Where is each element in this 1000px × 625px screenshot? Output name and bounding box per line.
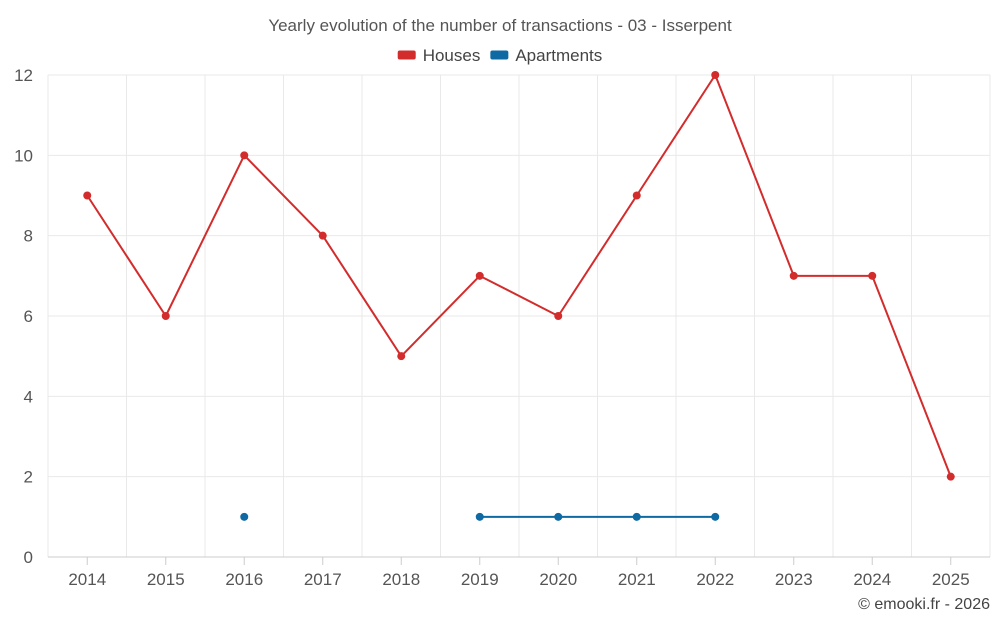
legend: Houses Apartments: [397, 46, 602, 65]
x-tick-label: 2022: [696, 570, 734, 589]
apartments-point[interactable]: [554, 512, 563, 521]
series-layer: [83, 71, 955, 521]
houses-point[interactable]: [240, 151, 249, 160]
legend-swatch: [490, 50, 509, 60]
legend-label: Apartments: [515, 46, 602, 65]
houses-point[interactable]: [789, 271, 798, 280]
series-apartments: [240, 512, 720, 521]
legend-item-apartments[interactable]: Apartments: [490, 46, 602, 65]
x-tick-label: 2015: [147, 570, 185, 589]
houses-point[interactable]: [318, 231, 327, 240]
legend-swatch: [397, 50, 416, 60]
x-axis: 2014 2015 2016 2017 2018 2019 2020 2021 2022 2023…: [48, 556, 990, 589]
x-tick-label: 2025: [932, 570, 970, 589]
legend-label: Houses: [423, 46, 481, 65]
grid: [47, 74, 991, 557]
x-tick-label: 2021: [618, 570, 656, 589]
apartments-point[interactable]: [632, 512, 641, 521]
x-tick-label: 2019: [461, 570, 499, 589]
y-tick-label: 6: [24, 307, 33, 326]
houses-point[interactable]: [632, 191, 641, 200]
x-tick-label: 2018: [382, 570, 420, 589]
houses-point[interactable]: [161, 312, 170, 320]
houses-point[interactable]: [83, 191, 92, 200]
x-tick-label: 2020: [539, 570, 577, 589]
x-tick-label: 2023: [775, 570, 813, 589]
series-houses: [83, 71, 955, 481]
houses-point[interactable]: [946, 472, 955, 481]
houses-point[interactable]: [554, 312, 563, 320]
apartments-point[interactable]: [240, 512, 249, 521]
y-tick-label: 0: [24, 548, 33, 567]
x-tick-label: 2016: [225, 570, 263, 589]
chart-title: Yearly evolution of the number of transa…: [268, 16, 732, 35]
y-tick-label: 10: [14, 146, 33, 165]
houses-point[interactable]: [711, 71, 720, 79]
y-tick-label: 4: [24, 387, 33, 406]
x-tick-label: 2014: [68, 570, 106, 589]
houses-line: [86, 74, 952, 478]
y-tick-label: 2: [24, 468, 33, 487]
y-axis: 0 2 4 6 8 10 12: [14, 66, 33, 567]
apartments-point[interactable]: [711, 512, 720, 521]
credit-text: © emooki.fr - 2026: [858, 596, 990, 613]
apartments-point[interactable]: [475, 512, 484, 521]
legend-item-houses[interactable]: Houses: [397, 46, 481, 65]
x-tick-label: 2024: [853, 570, 891, 589]
x-tick-label: 2017: [304, 570, 342, 589]
y-tick-label: 12: [14, 66, 33, 85]
houses-point[interactable]: [397, 352, 406, 361]
houses-point[interactable]: [868, 271, 877, 280]
y-tick-label: 8: [24, 227, 33, 246]
houses-point[interactable]: [475, 271, 484, 280]
